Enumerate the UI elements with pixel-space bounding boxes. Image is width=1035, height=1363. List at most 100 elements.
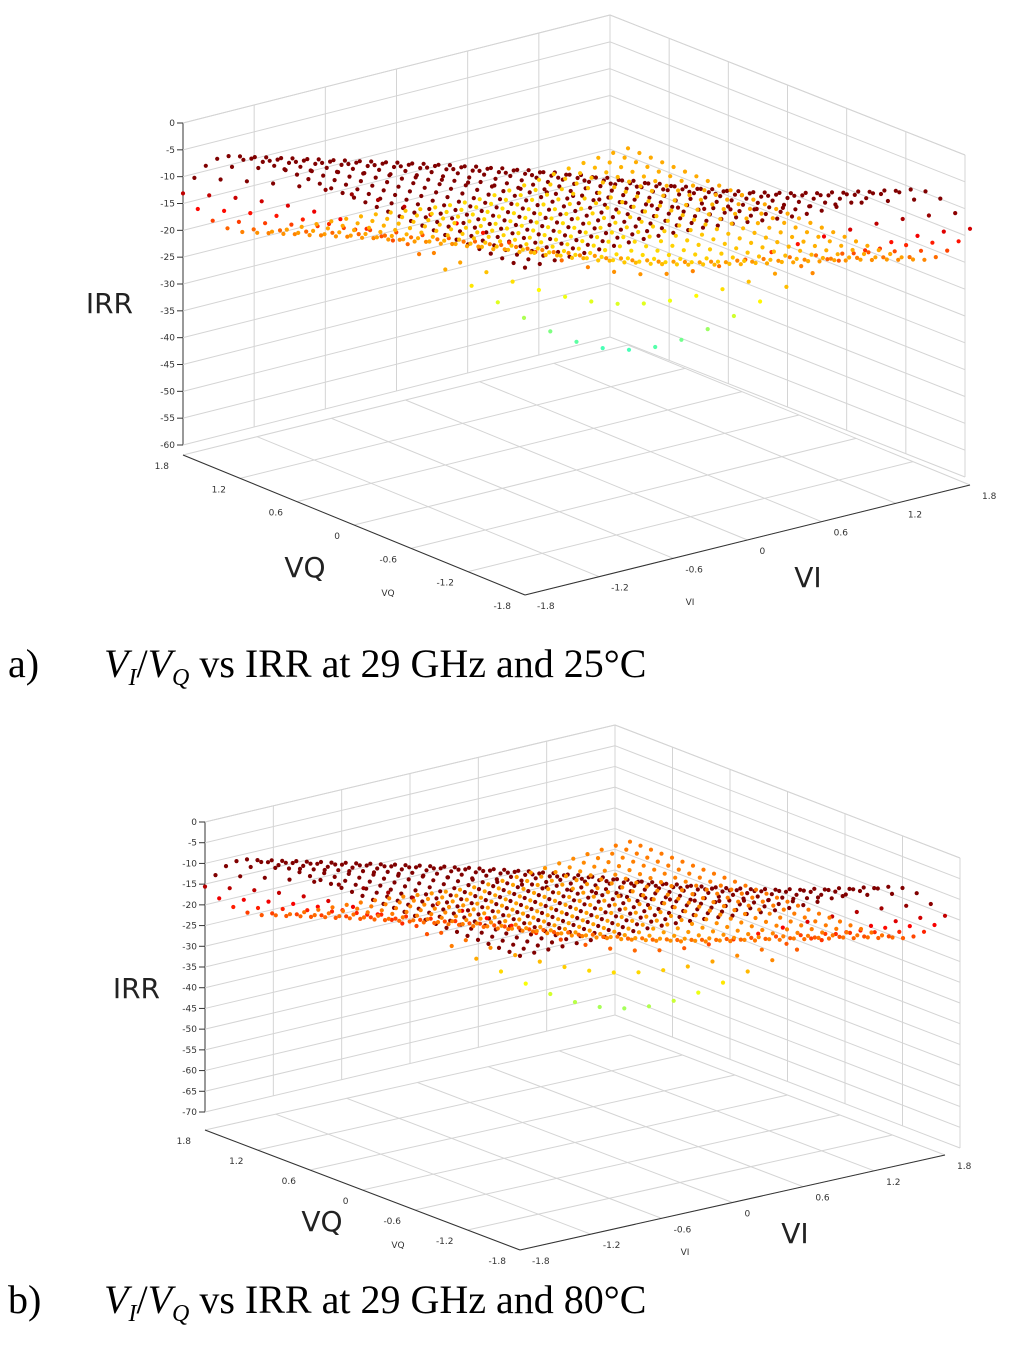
data-point [610,258,616,263]
data-point [792,911,797,916]
data-point [799,923,804,928]
data-point [571,898,577,903]
data-point [426,177,431,182]
data-point [624,894,630,900]
data-point [630,258,635,263]
data-point [511,942,516,947]
data-point [474,164,479,169]
data-point [446,904,452,910]
data-point [546,947,551,952]
data-point [832,258,837,263]
data-point [475,937,481,942]
data-point [518,244,523,249]
data-point [889,240,894,245]
vq-tick-label: -0.6 [383,1217,401,1227]
data-point [536,177,542,182]
data-point [430,903,435,908]
data-point [739,920,744,925]
data-point [468,241,473,246]
data-point [624,847,629,852]
data-point [472,885,477,890]
data-point [591,198,596,203]
data-point [679,888,685,893]
data-point [290,156,295,161]
data-point [518,186,523,191]
data-point [795,242,800,247]
data-point [808,889,813,894]
data-point [593,175,599,180]
data-point [313,161,318,166]
data-point [411,219,416,224]
data-point [503,919,508,924]
data-point [542,866,548,871]
data-point [756,254,762,259]
data-point [505,881,510,886]
data-point [551,930,557,935]
data-point [596,258,601,263]
data-point [764,261,770,266]
data-point [592,253,597,258]
data-point [415,236,421,241]
data-point [516,231,521,236]
data-point [560,882,565,887]
data-point [589,234,594,239]
data-point [355,187,360,192]
data-point [773,887,778,892]
data-point [415,892,420,898]
data-point [707,936,712,941]
data-point [571,922,576,928]
data-point [580,934,585,939]
data-point [726,204,731,209]
data-point [323,915,328,920]
data-point [413,888,418,893]
data-point [740,202,746,207]
data-point [455,879,461,884]
data-point [535,246,540,251]
data-point [363,200,368,205]
data-point [375,866,380,871]
data-point [641,174,647,179]
data-point [613,914,619,919]
data-point [879,933,885,938]
data-point [581,926,587,932]
data-point [747,191,752,196]
data-point [547,897,552,902]
data-point [462,164,467,169]
data-point [267,158,272,163]
vi-tick-label: -1.8 [537,602,555,612]
data-point [322,232,327,237]
data-point [734,246,739,251]
data-point [872,886,877,891]
data-point [381,188,386,193]
data-point [588,938,593,943]
data-point [444,925,449,930]
data-point [693,913,698,918]
data-point [552,207,558,212]
data-point [385,216,390,221]
data-point [621,901,626,906]
data-point [532,211,537,216]
data-point [402,884,408,889]
data-point [641,893,646,898]
data-point [732,908,737,913]
data-point [790,234,795,240]
data-point [561,894,566,899]
floor-gridline [309,1074,736,1171]
data-point [237,154,243,159]
data-point [691,191,697,196]
data-point [556,890,561,896]
data-point [820,255,826,261]
data-point [465,908,471,913]
data-point [747,206,753,211]
data-point [516,868,521,873]
data-point [828,256,834,261]
data-point [445,233,450,238]
data-point [953,211,958,216]
data-point [358,179,363,184]
data-point [683,879,688,884]
data-point [666,910,672,916]
z-tick-label: -20 [160,226,175,236]
data-point [712,262,717,267]
data-point [648,155,653,160]
data-point [605,205,610,210]
